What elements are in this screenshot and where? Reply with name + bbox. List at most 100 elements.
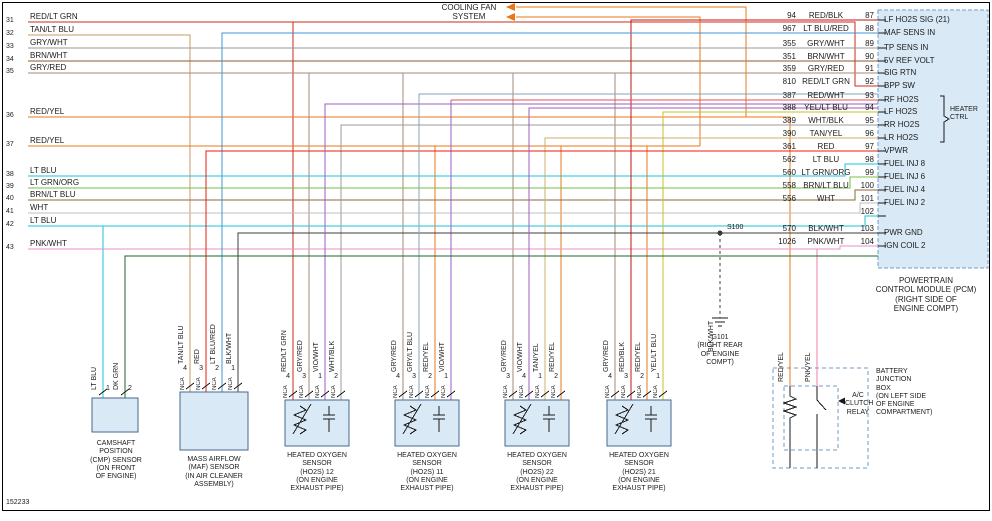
- sensor-nca-label: NCA: [519, 385, 525, 398]
- connector-tick: [201, 382, 211, 390]
- pcm-signal-label: MAF SENS IN: [884, 28, 936, 37]
- sensor-nca-label: NCA: [637, 385, 643, 398]
- sensor-wire-color-label: VIO/WHT: [439, 342, 446, 372]
- pcm-pin-number: 88: [865, 24, 874, 33]
- wire-segment: [28, 21, 878, 87]
- sensor-wire-color-label: WHT/BLK: [329, 340, 336, 372]
- sensor-nca-label: NCA: [196, 377, 202, 390]
- pcm-wire-color: LT GRN/ORG: [801, 168, 851, 177]
- sensor-pin-number: 4: [522, 373, 526, 380]
- sensor-pin-number: 3: [506, 373, 510, 380]
- sensor-wire-color-label: LT BLU: [91, 366, 98, 390]
- sensor-pin-number: 2: [554, 373, 558, 380]
- pcm-wire-color: RED/WHT: [807, 91, 845, 100]
- sensor-wire-color-label: YEL/LT BLU: [651, 333, 658, 372]
- pcm-pin-number: 103: [860, 224, 874, 233]
- relay-label: A/C CLUTCH RELAY: [845, 392, 874, 416]
- connector-tick: [185, 382, 195, 390]
- cooling-fan-arrow-icon: [506, 13, 515, 21]
- left-wire-color-label: LT BLU: [30, 216, 57, 225]
- pcm-wire-color: BRN/WHT: [807, 52, 845, 61]
- pcm-wire-color: LT BLU/RED: [803, 24, 849, 33]
- sensor-caption: HEATED OXYGEN SENSOR (HO2S) 22 (ON ENGIN…: [507, 452, 567, 492]
- pcm-circuit-number: 967: [782, 24, 796, 33]
- pcm-pin-number: 92: [865, 77, 874, 86]
- cooling-fan-arrow-icon: [506, 3, 515, 11]
- heater-element-symbol: [614, 403, 634, 435]
- left-wire-color-label: GRY/WHT: [30, 38, 68, 47]
- pcm-signal-label: LF HO2S SIG (21): [884, 15, 950, 24]
- sensor-pin-number: 2: [128, 385, 132, 392]
- pcm-circuit-number: 94: [787, 11, 796, 20]
- pcm-signal-label: FUEL INJ 6: [884, 172, 926, 181]
- connector-tick: [217, 382, 227, 390]
- connector-tick: [120, 388, 130, 396]
- sensor-pin-number: 1: [538, 373, 542, 380]
- sensor-wire-color-label: LT BLU/RED: [210, 324, 217, 364]
- pcm-signal-label: VPWR: [884, 146, 908, 155]
- left-row-number: 33: [6, 43, 14, 50]
- sensor-box: [606, 399, 672, 447]
- pcm-wire-color: WHT: [816, 194, 836, 203]
- sensor-pin-number: 1: [656, 373, 660, 380]
- left-wire-color-label: TAN/LT BLU: [30, 25, 75, 34]
- wire-segment: [516, 6, 747, 117]
- pcm-circuit-number: 389: [782, 116, 796, 125]
- sensor-nca-label: NCA: [503, 385, 509, 398]
- left-row-number: 34: [6, 56, 14, 63]
- left-wire-color-label: LT BLU: [30, 166, 57, 175]
- sensor-box: [504, 399, 570, 447]
- sensor-box: [394, 399, 460, 447]
- pcm-wire-color: TAN/YEL: [809, 129, 843, 138]
- left-row-number: 32: [6, 30, 14, 37]
- pcm-pin-number: 89: [865, 39, 874, 48]
- connector-tick: [642, 390, 652, 398]
- wire-segment: [28, 202, 878, 214]
- connector-tick: [98, 388, 108, 396]
- pcm-pin-number: 87: [865, 11, 874, 20]
- wire-segment: [516, 16, 701, 146]
- pcm-circuit-number: 390: [782, 129, 796, 138]
- sensor-nca-label: NCA: [212, 377, 218, 390]
- sensor-pin-number: 3: [302, 373, 306, 380]
- sensor-caption: HEATED OXYGEN SENSOR (HO2S) 21 (ON ENGIN…: [609, 452, 669, 492]
- pcm-signal-label: 5V REF VOLT: [884, 56, 935, 65]
- pcm-signal-label: RR HO2S: [884, 120, 920, 129]
- pcm-wire-color: GRY/WHT: [807, 39, 845, 48]
- pcm-circuit-number: 570: [782, 224, 796, 233]
- heater-element-symbol: [512, 403, 532, 435]
- sensor-nca-label: NCA: [299, 385, 305, 398]
- wire-segment: [630, 19, 878, 400]
- connector-tick: [658, 390, 668, 398]
- cooling-fan-label: COOLING FAN SYSTEM: [441, 3, 497, 22]
- pcm-signal-label: SIG RTN: [884, 68, 917, 77]
- wire-segment: [237, 232, 878, 392]
- page-border: [2, 2, 990, 511]
- connector-tick: [320, 390, 330, 398]
- pcm-wire-color: RED: [817, 142, 835, 151]
- connector-tick: [414, 390, 424, 398]
- left-wire-color-label: LT GRN/ORG: [30, 178, 80, 187]
- pcm-circuit-number: 351: [782, 52, 796, 61]
- wire-segment: [28, 34, 191, 392]
- wire-segment: [662, 111, 878, 400]
- wire-segment: [324, 103, 878, 400]
- wire-segment: [528, 107, 878, 400]
- sensor-wire-color-label: RED: [194, 349, 201, 364]
- pcm-box: [877, 9, 989, 269]
- sensor-nca-label: NCA: [315, 385, 321, 398]
- pcm-pin-number: 100: [860, 181, 874, 190]
- heater-element-symbol: [402, 405, 418, 435]
- pcm-signal-label: RF HO2S: [884, 95, 919, 104]
- left-wire-color-label: PNK/WHT: [30, 239, 67, 248]
- left-row-number: 42: [6, 221, 14, 228]
- pcm-pin-number: 96: [865, 129, 874, 138]
- left-row-number: 39: [6, 183, 14, 190]
- wire-segment: [418, 93, 878, 400]
- connector-tick: [508, 390, 518, 398]
- sensor-caption: CAMSHAFT POSITION (CMP) SENSOR (ON FRONT…: [90, 440, 142, 480]
- connector-tick: [626, 390, 636, 398]
- connector-tick: [524, 390, 534, 398]
